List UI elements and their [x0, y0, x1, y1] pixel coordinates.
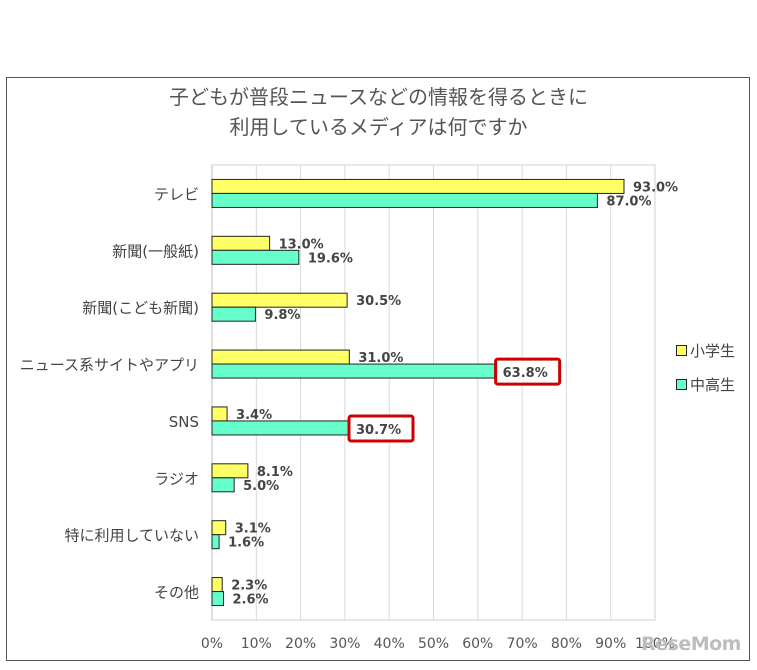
category-label: 特に利用していない [64, 527, 199, 545]
legend: 小学生 中高生 [676, 340, 735, 408]
data-label-highlighted: 30.7% [356, 423, 401, 438]
data-label: 31.0% [358, 351, 403, 366]
category-label: 新聞(一般紙) [112, 242, 199, 260]
bar-elementary [211, 349, 350, 365]
chart-title: 子どもが普段ニュースなどの情報を得るときに 利用しているメディアは何ですか [0, 82, 757, 142]
highlight-box [494, 357, 562, 386]
legend-swatch-elementary [676, 344, 687, 356]
category-label: ラジオ [154, 470, 199, 488]
bar-elementary [211, 178, 625, 194]
legend-swatch-secondary [676, 378, 687, 390]
x-tick-label: 40% [374, 636, 405, 652]
bar-secondary [211, 591, 225, 607]
category-label: ニュース系サイトやアプリ [20, 356, 199, 374]
category-label: 新聞(こども新聞) [82, 299, 199, 317]
x-tick-label: 50% [418, 636, 449, 652]
data-label: 87.0% [606, 194, 651, 209]
data-label: 2.3% [231, 579, 267, 594]
bar-secondary [211, 363, 496, 379]
x-tick-label: 100% [635, 636, 675, 652]
bar-elementary [211, 406, 228, 422]
bar-elementary [211, 520, 227, 536]
chart-title-line2: 利用しているメディアは何ですか [229, 115, 528, 139]
data-label: 30.5% [356, 294, 401, 309]
resemom-watermark-logo: ReseMom [641, 633, 741, 655]
bar-secondary [211, 306, 256, 322]
data-label: 2.6% [233, 593, 269, 608]
bar-elementary [211, 292, 348, 308]
data-label: 1.6% [228, 536, 264, 551]
x-tick-label: 20% [285, 636, 316, 652]
legend-label-secondary: 中高生 [690, 375, 736, 394]
chart-title-line1: 子どもが普段ニュースなどの情報を得るときに [169, 85, 588, 109]
highlight-box [347, 414, 415, 443]
data-label: 13.0% [279, 237, 324, 252]
legend-label-elementary: 小学生 [690, 341, 736, 360]
legend-item-elementary: 小学生 [676, 340, 735, 360]
x-tick-label: 60% [462, 636, 493, 652]
data-label: 5.0% [243, 479, 279, 494]
category-label: SNS [169, 413, 199, 431]
bar-secondary [211, 477, 235, 493]
bar-secondary [211, 192, 598, 208]
bar-elementary [211, 463, 249, 479]
x-tick-label: 10% [241, 636, 272, 652]
x-tick-label: 30% [329, 636, 360, 652]
data-label: 9.8% [264, 308, 300, 323]
bar-elementary [211, 577, 223, 593]
bar-secondary [211, 534, 220, 550]
category-label: その他 [154, 584, 199, 602]
data-label: 19.6% [308, 251, 353, 266]
data-label: 8.1% [257, 465, 293, 480]
legend-item-secondary: 中高生 [676, 374, 735, 394]
data-label: 3.4% [236, 408, 272, 423]
data-label-highlighted: 63.8% [503, 366, 548, 381]
x-tick-label: 70% [507, 636, 538, 652]
bar-elementary [211, 235, 271, 251]
data-label: 93.0% [633, 180, 678, 195]
bar-secondary [211, 249, 300, 265]
x-tick-label: 80% [551, 636, 582, 652]
data-label: 3.1% [235, 522, 271, 537]
bar-secondary [211, 420, 349, 436]
category-label: テレビ [154, 185, 199, 203]
x-tick-label: 0% [201, 636, 223, 652]
x-tick-label: 90% [595, 636, 626, 652]
